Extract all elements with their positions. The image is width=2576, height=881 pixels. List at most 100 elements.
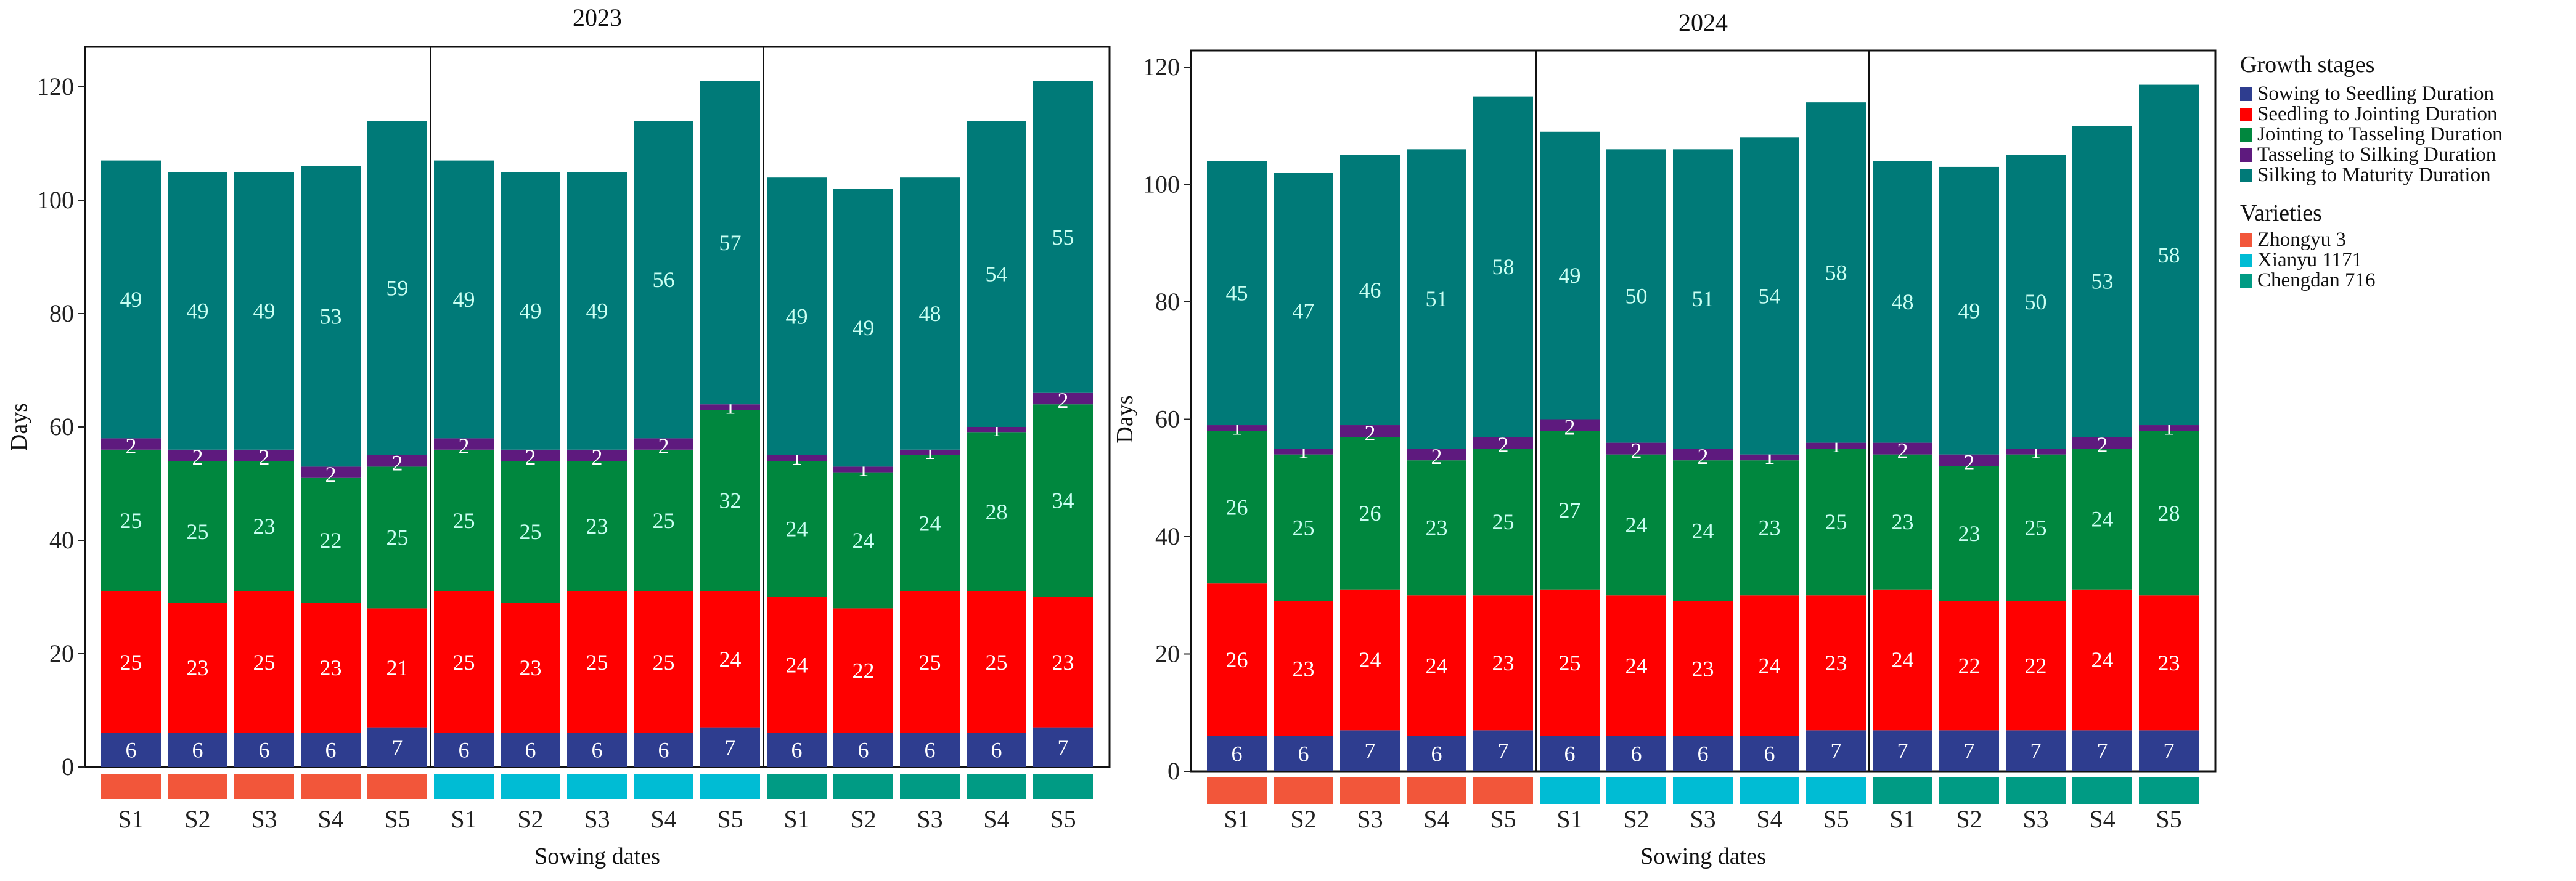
- bar-value-label: 6: [325, 737, 337, 762]
- bar-value-label: 55: [1052, 225, 1074, 250]
- y-tick-label: 100: [1143, 171, 1180, 198]
- bar-segment: [1540, 431, 1600, 590]
- bar-segment: [2139, 730, 2199, 771]
- bar-value-label: 2: [1365, 421, 1376, 445]
- bar-segment: [1340, 437, 1400, 590]
- x-tick-label: S2: [1623, 805, 1649, 833]
- bar-value-label: 26: [1226, 648, 1248, 672]
- bar-segment: [1033, 392, 1093, 405]
- bar-value-label: 7: [2030, 739, 2042, 763]
- bar-value-label: 25: [1559, 651, 1581, 675]
- bar-value-label: 7: [1964, 739, 1975, 763]
- bar-segment: [101, 438, 161, 450]
- bar-segment: [367, 727, 427, 767]
- bar-value-label: 48: [1892, 290, 1914, 314]
- bar-segment: [1407, 736, 1466, 771]
- variety-strip: [1673, 777, 1733, 804]
- bar-value-label: 2: [1631, 439, 1642, 463]
- bar-value-label: 6: [1564, 741, 1576, 766]
- y-axis-label: Days: [6, 403, 32, 451]
- x-tick-label: S3: [251, 805, 277, 833]
- bar-value-label: 24: [853, 528, 875, 553]
- x-tick-label: S1: [118, 805, 144, 833]
- bar-segment: [700, 81, 760, 405]
- bar-value-label: 22: [320, 528, 342, 553]
- bar-value-label: 24: [1625, 513, 1648, 537]
- bar-segment: [168, 461, 227, 603]
- bar-value-label: 51: [1426, 286, 1448, 311]
- bar-value-label: 28: [2158, 501, 2180, 526]
- bar-value-label: 6: [192, 737, 203, 762]
- bar-segment: [967, 733, 1026, 767]
- bar-segment: [1033, 404, 1093, 597]
- bar-value-label: 23: [586, 514, 608, 538]
- bar-value-label: 51: [1692, 286, 1714, 311]
- bar-segment: [1873, 454, 1932, 590]
- bar-segment: [1340, 730, 1400, 771]
- variety-strip: [1873, 777, 1932, 804]
- bar-value-label: 7: [725, 735, 736, 760]
- y-tick-label: 40: [49, 526, 74, 554]
- bar-value-label: 24: [2091, 648, 2114, 672]
- bar-value-label: 25: [120, 650, 142, 675]
- bar-segment: [2072, 589, 2132, 731]
- variety-strip: [1540, 777, 1600, 804]
- bar-value-label: 2: [1498, 432, 1509, 457]
- bar-value-label: 25: [586, 650, 608, 675]
- variety-strip: [1340, 777, 1400, 804]
- bar-value-label: 32: [719, 489, 742, 513]
- bar-segment: [1939, 166, 1999, 455]
- x-tick-label: S4: [2089, 805, 2115, 833]
- bar-segment: [1540, 589, 1600, 736]
- bar-segment: [367, 121, 427, 455]
- bar-value-label: 50: [1625, 283, 1648, 308]
- bar-value-label: 25: [986, 650, 1008, 675]
- bar-value-label: 7: [1897, 739, 1908, 763]
- bar-segment: [1407, 595, 1466, 736]
- variety-strip: [434, 774, 494, 799]
- bar-segment: [434, 591, 494, 733]
- bar-value-label: 49: [187, 298, 209, 323]
- bar-value-label: 2: [392, 450, 403, 475]
- bar-segment: [234, 591, 294, 733]
- bar-segment: [101, 733, 161, 767]
- bar-value-label: 49: [786, 304, 808, 329]
- x-tick-label: S1: [1224, 805, 1249, 833]
- bar-value-label: 48: [919, 301, 941, 326]
- bar-value-label: 24: [1426, 654, 1448, 678]
- y-tick-label: 20: [49, 639, 74, 667]
- bar-value-label: 6: [991, 737, 1002, 762]
- bar-segment: [634, 733, 693, 767]
- bar-segment: [1606, 454, 1666, 596]
- bar-segment: [1873, 442, 1932, 455]
- x-tick-label: S5: [717, 805, 743, 833]
- bar-value-label: 2: [192, 445, 203, 469]
- legend-item: Silking to Maturity Duration: [2257, 164, 2491, 186]
- variety-strip: [1606, 777, 1666, 804]
- bar-value-label: 6: [1764, 741, 1775, 766]
- variety-strip: [1033, 774, 1093, 799]
- bar-segment: [1740, 454, 1799, 461]
- bar-value-label: 49: [586, 298, 608, 323]
- bar-value-label: 54: [1759, 283, 1781, 308]
- bar-value-label: 22: [1958, 654, 1981, 678]
- bar-segment: [168, 603, 227, 733]
- y-tick-label: 0: [1167, 757, 1180, 785]
- bar-segment: [1673, 601, 1733, 736]
- bar-value-label: 23: [1759, 516, 1781, 540]
- variety-strip: [967, 774, 1026, 799]
- bar-value-label: 23: [1052, 650, 1074, 675]
- bar-segment: [1207, 431, 1267, 584]
- bar-value-label: 7: [2097, 739, 2108, 763]
- bar-segment: [567, 591, 627, 733]
- bar-segment: [1033, 727, 1093, 767]
- bar-value-label: 6: [1298, 741, 1309, 766]
- y-tick-label: 60: [49, 413, 74, 440]
- bar-segment: [1740, 595, 1799, 736]
- bar-value-label: 23: [1293, 656, 1315, 681]
- bar-segment: [833, 466, 893, 473]
- bar-value-label: 23: [320, 656, 342, 680]
- bar-segment: [1033, 81, 1093, 393]
- bar-segment: [1873, 730, 1932, 771]
- bar-value-label: 57: [719, 230, 742, 255]
